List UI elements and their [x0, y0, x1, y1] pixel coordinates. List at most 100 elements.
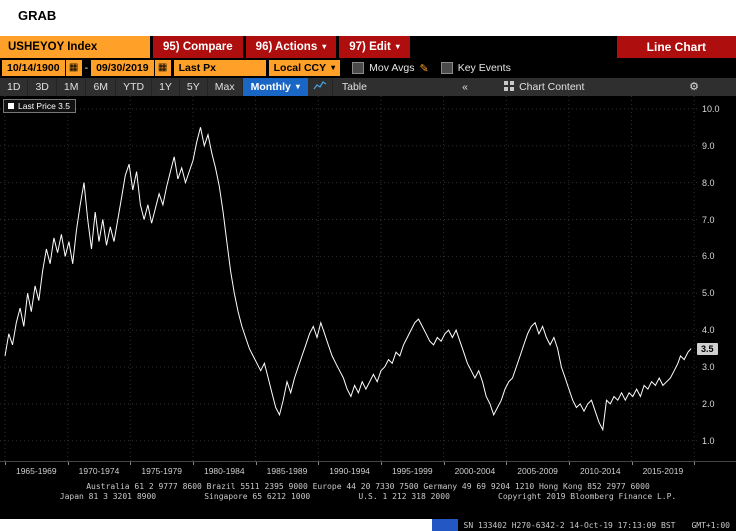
chevron-down-icon: ▾ — [295, 82, 300, 91]
status-cursor — [431, 519, 458, 531]
x-tick — [443, 462, 445, 465]
x-tick — [67, 462, 69, 465]
x-tick — [318, 462, 320, 465]
y-tick-label: 8.0 — [702, 177, 715, 188]
currency-label: Local CCY — [273, 62, 327, 74]
header-row: USHEYOY Index 95) Compare 96) Actions ▾ … — [0, 36, 736, 58]
tab-range-max[interactable]: Max — [208, 78, 243, 96]
actions-label: 96) Actions — [255, 41, 318, 53]
line-chart-icon — [313, 80, 327, 94]
x-tick-label: 2005-2009 — [517, 466, 558, 476]
pencil-icon[interactable]: ✎ — [419, 62, 429, 75]
y-tick-label: 6.0 — [702, 251, 715, 262]
x-tick — [381, 462, 382, 465]
price-type-select[interactable]: Last Px — [173, 60, 266, 76]
x-tick-label: 1970-1974 — [78, 466, 120, 476]
tab-range-6m[interactable]: 6M — [86, 78, 117, 96]
date-separator: - — [84, 62, 89, 74]
grid-icon — [504, 80, 515, 94]
tab-range-3d[interactable]: 3D — [28, 78, 57, 96]
y-tick-label: 7.0 — [702, 214, 715, 225]
legend-label: Last Price 3.5 — [18, 101, 70, 111]
tab-spacer — [376, 78, 453, 96]
tab-range-ytd[interactable]: YTD — [116, 78, 153, 96]
x-tick — [631, 462, 633, 465]
chart-area: Last Price 3.5 3.5 1.0 2.0 3.0 4.0 5.0 6.0 7.0… — [0, 96, 736, 461]
chevron-down-icon: ▾ — [395, 42, 400, 51]
calendar-icon[interactable]: ▦ — [65, 60, 82, 76]
tab-strip: 1D 3D 1M 6M YTD 1Y 5Y Max Monthly ▾ Table « Cha… — [0, 78, 736, 96]
tab-range-5y[interactable]: 5Y — [180, 78, 208, 96]
table-tab[interactable]: Table — [341, 81, 367, 93]
edit-button[interactable]: 97) Edit ▾ — [339, 36, 410, 58]
y-tick-label: 10.0 — [702, 103, 720, 114]
key-events-label: Key Events — [457, 62, 511, 74]
tab-range-1d[interactable]: 1D — [0, 78, 29, 96]
grab-label: GRAB — [18, 8, 57, 23]
x-tick-label: 2010-2014 — [579, 466, 621, 476]
range-tabs: 1D 3D 1M 6M YTD 1Y 5Y Max — [0, 78, 243, 96]
periodicity-select[interactable]: Monthly ▾ — [242, 78, 308, 96]
date-from-input[interactable]: 10/14/1900 — [2, 60, 65, 76]
compare-button[interactable]: 95) Compare — [153, 36, 243, 58]
x-tick — [130, 462, 132, 465]
function-title: Line Chart — [616, 36, 736, 58]
y-tick-label: 2.0 — [702, 398, 715, 409]
x-tick — [694, 462, 696, 465]
x-tick — [193, 462, 194, 465]
compare-label: 95) Compare — [163, 41, 233, 53]
tab-spacer — [708, 78, 736, 96]
x-tick — [5, 462, 6, 465]
date-to-input[interactable]: 09/30/2019 — [91, 60, 154, 76]
calendar-icon[interactable]: ▦ — [154, 60, 171, 76]
actions-button[interactable]: 96) Actions ▾ — [245, 36, 337, 58]
chart-canvas[interactable] — [0, 96, 698, 461]
controls-row: 10/14/1900 ▦ - 09/30/2019 ▦ Last Px Loca… — [0, 58, 736, 78]
bloomberg-terminal: USHEYOY Index 95) Compare 96) Actions ▾ … — [0, 36, 736, 531]
tab-range-1m[interactable]: 1M — [57, 78, 87, 96]
status-spacer — [0, 519, 432, 531]
chart-content-button[interactable]: Chart Content — [494, 78, 594, 96]
currency-select[interactable]: Local CCY ▾ — [268, 60, 341, 76]
chart-legend[interactable]: Last Price 3.5 — [3, 99, 76, 113]
x-tick-label: 2015-2019 — [642, 466, 684, 476]
legend-swatch-icon — [8, 103, 14, 109]
tab-spacer — [594, 78, 680, 96]
last-price-badge: 3.5 — [697, 342, 718, 355]
function-title-label: Line Chart — [646, 40, 706, 54]
y-tick-label: 9.0 — [702, 140, 715, 151]
x-tick-label: 2000-2004 — [454, 466, 496, 476]
x-axis: 1965-1969 1970-1974 1975-1979 1980-1984 1985… — [0, 461, 736, 478]
tab-spacer — [477, 78, 494, 96]
y-tick-label: 1.0 — [702, 435, 715, 446]
edit-label: 97) Edit — [349, 41, 391, 53]
chart-type-button[interactable] — [308, 78, 333, 96]
chevron-down-icon: ▾ — [331, 63, 336, 72]
chevron-down-icon: ▾ — [322, 42, 327, 51]
x-tick-label: 1995-1999 — [391, 466, 433, 476]
x-tick — [568, 462, 570, 465]
periodicity-label: Monthly — [250, 81, 291, 93]
ticker-field[interactable]: USHEYOY Index — [0, 36, 150, 58]
x-tick — [506, 462, 508, 465]
timezone-text: GMT+1:00 — [691, 521, 730, 530]
gear-icon[interactable]: ⚙ — [689, 81, 699, 93]
chart-content-label: Chart Content — [519, 81, 585, 93]
x-tick-label: 1990-1994 — [329, 466, 370, 476]
tab-range-1y[interactable]: 1Y — [152, 78, 180, 96]
x-tick-label: 1965-1969 — [15, 466, 57, 476]
key-events-checkbox[interactable] — [440, 62, 453, 74]
footer: Australia 61 2 9777 8600 Brazil 5511 239… — [0, 478, 736, 531]
collapse-button[interactable]: « — [462, 81, 468, 93]
footer-contacts-2: Japan 81 3 3201 8900 Singapore 65 6212 1… — [59, 492, 677, 501]
footer-contacts-1: Australia 61 2 9777 8600 Brazil 5511 239… — [86, 482, 650, 491]
serial-text: SN 133402 H270-6342-2 14-Oct-19 17:13:09… — [463, 521, 676, 530]
mov-avgs-checkbox[interactable] — [352, 62, 365, 74]
status-bar: SN 133402 H270-6342-2 14-Oct-19 17:13:09… — [0, 519, 736, 531]
x-tick-label: 1980-1984 — [203, 466, 245, 476]
x-tick-label: 1985-1989 — [266, 466, 308, 476]
status-text: SN 133402 H270-6342-2 14-Oct-19 17:13:09… — [457, 519, 736, 531]
y-tick-label: 3.0 — [702, 361, 715, 372]
x-tick-label: 1975-1979 — [141, 466, 183, 476]
y-tick-label: 4.0 — [702, 325, 715, 336]
